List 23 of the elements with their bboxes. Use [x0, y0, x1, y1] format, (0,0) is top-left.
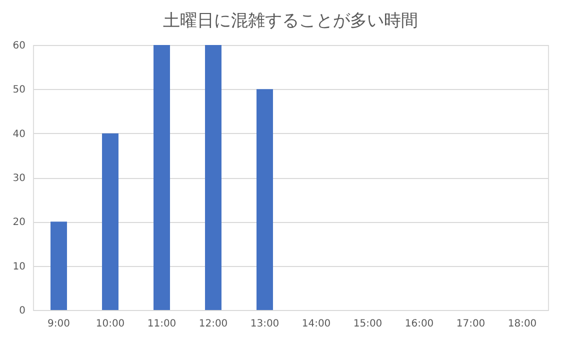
bar	[154, 45, 170, 310]
x-tick-label: 13:00	[250, 318, 280, 330]
x-tick-label: 18:00	[508, 318, 537, 330]
x-tick-label: 16:00	[404, 318, 434, 330]
y-tick-label: 60	[12, 40, 26, 52]
bar	[205, 45, 222, 310]
x-tick-label: 15:00	[353, 318, 382, 330]
x-tick-label: 9:00	[48, 318, 70, 330]
bar	[256, 89, 273, 310]
y-tick-label: 10	[12, 261, 26, 272]
x-tick-label: 11:00	[147, 318, 176, 330]
chart-title: 土曜日に混雑することが多い時間	[163, 11, 418, 31]
x-tick-label: 14:00	[302, 318, 331, 330]
bar	[102, 133, 118, 310]
y-tick-label: 30	[12, 173, 26, 184]
x-tick-label: 12:00	[198, 318, 228, 330]
y-tick-label: 0	[19, 306, 26, 316]
y-tick-label: 20	[12, 217, 26, 228]
x-tick-label: 10:00	[96, 318, 125, 330]
y-tick-label: 40	[12, 128, 26, 140]
y-tick-label: 50	[12, 84, 26, 96]
x-tick-label: 17:00	[456, 318, 486, 330]
bar	[50, 222, 67, 310]
